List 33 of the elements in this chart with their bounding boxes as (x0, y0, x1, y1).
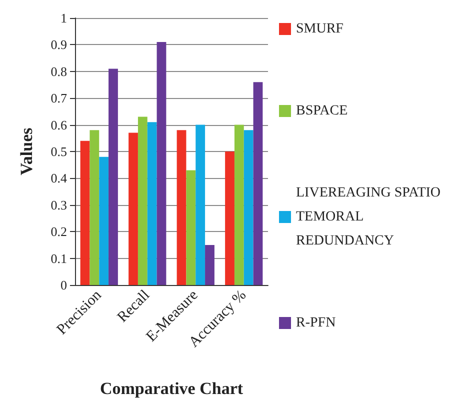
y-tick-label: 0.9 (50, 37, 67, 52)
bar (176, 130, 186, 285)
bar (90, 130, 100, 285)
legend-label: BSPACE (296, 104, 348, 118)
bar (147, 122, 157, 285)
bar (205, 244, 214, 285)
bar (138, 116, 148, 285)
y-tick-label: 0.3 (50, 197, 67, 212)
bar (156, 42, 166, 285)
y-tick-label: 0.4 (50, 170, 68, 186)
y-tick-label: 0.6 (50, 117, 68, 132)
bar (99, 156, 109, 285)
legend-label: R-PFN (296, 316, 336, 330)
legend-label: LIVEREAGING SPATIO TEMORAL REDUNDANCY (296, 186, 444, 248)
x-axis-title: Comparative Chart (100, 379, 244, 398)
y-axis-title: Values (17, 127, 36, 176)
bar (244, 130, 254, 285)
bar (234, 124, 244, 285)
bar (225, 152, 234, 285)
y-tick-label: 1 (60, 10, 67, 26)
legend-label: SMURF (296, 22, 344, 36)
y-tick-label: 0.5 (50, 144, 67, 159)
y-tick-label: 0.1 (50, 250, 67, 266)
bar (253, 82, 263, 285)
bar (80, 140, 90, 285)
bar (196, 124, 206, 285)
bar (108, 68, 118, 285)
y-tick-label: 0.7 (50, 90, 68, 106)
bar (186, 170, 196, 285)
y-tick-label: 0.8 (50, 64, 67, 79)
y-tick-label: 0 (60, 278, 67, 292)
bar (128, 132, 138, 285)
y-tick-label: 0.2 (50, 224, 67, 240)
